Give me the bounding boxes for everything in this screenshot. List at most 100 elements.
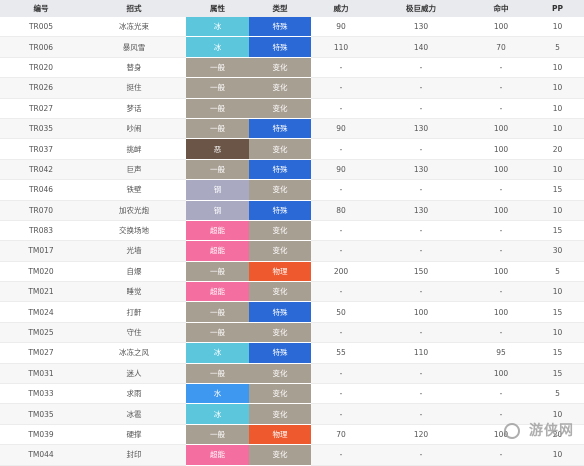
cell-pp: 20: [531, 424, 584, 446]
cell-attribute: 一般: [186, 98, 249, 119]
header-pp[interactable]: PP: [531, 0, 584, 17]
header-code[interactable]: 编号: [0, 0, 82, 17]
header-move[interactable]: 招式: [82, 0, 186, 17]
cell-category: 变化: [249, 444, 311, 466]
watermark: 游侠网: [504, 420, 574, 440]
cell-max-power: 110: [371, 342, 471, 364]
header-accuracy[interactable]: 命中: [471, 0, 531, 17]
table-row: TR070 加农光炮钢特殊 80 130 100 10: [0, 200, 584, 221]
table-row: TR083 交换场地 超能 变化 - - -15: [0, 220, 584, 242]
cell-attribute: 一般: [186, 159, 249, 181]
cell-category: 特殊: [249, 342, 311, 364]
cell-pp: 5: [531, 383, 584, 405]
table-row: TR020 替身 一般 变化 - - -10: [0, 57, 584, 79]
cell-attribute: 水: [186, 383, 249, 405]
cell-move: 替身: [82, 57, 186, 79]
cell-power: 110: [311, 36, 371, 58]
cell-power: -: [311, 77, 371, 99]
cell-category: 变化: [249, 322, 311, 344]
cell-category: 特殊: [249, 159, 311, 181]
cell-power: -: [311, 403, 371, 425]
cell-max-power: 150: [371, 261, 471, 283]
cell-power: -: [311, 363, 371, 385]
cell-code: TR006: [0, 36, 82, 58]
cell-move: 暴风雪: [82, 36, 186, 58]
cell-accuracy: 100: [471, 118, 531, 140]
cell-move: 冰冻光束: [82, 17, 186, 38]
header-attribute[interactable]: 属性: [186, 0, 249, 17]
cell-power: 55: [311, 342, 371, 364]
cell-power: -: [311, 220, 371, 242]
cell-pp: 10: [531, 17, 584, 38]
cell-code: TM020: [0, 261, 82, 283]
watermark-text: 游侠网: [529, 423, 574, 439]
cell-category: 变化: [249, 281, 311, 303]
cell-max-power: 130: [371, 118, 471, 140]
cell-accuracy: -: [471, 444, 531, 466]
cell-max-power: -: [371, 240, 471, 262]
table-row: TR046 铁壁钢变化 - - -15: [0, 179, 584, 201]
cell-code: TM027: [0, 342, 82, 364]
cell-accuracy: -: [471, 77, 531, 99]
cell-max-power: -: [371, 179, 471, 201]
cell-code: TR020: [0, 57, 82, 79]
cell-pp: 5: [531, 36, 584, 58]
cell-accuracy: -: [471, 220, 531, 242]
table-row: TM027 冰冻之风冰特殊 55 110 95 15: [0, 342, 584, 364]
cell-pp: 10: [531, 322, 584, 344]
cell-pp: 15: [531, 220, 584, 242]
cell-max-power: 100: [371, 301, 471, 323]
table-row: TM021 睡觉 超能 变化 - - -10: [0, 281, 584, 303]
cell-max-power: -: [371, 444, 471, 466]
header-max-power[interactable]: 极巨威力: [371, 0, 471, 17]
cell-max-power: -: [371, 281, 471, 303]
header-power[interactable]: 威力: [311, 0, 371, 17]
table-row: TR035 吵闹 一般 特殊 90 130 100 10: [0, 118, 584, 140]
cell-code: TM031: [0, 363, 82, 385]
cell-category: 变化: [249, 220, 311, 242]
cell-move: 打鼾: [82, 301, 186, 323]
cell-power: -: [311, 240, 371, 262]
cell-move: 光墙: [82, 240, 186, 262]
cell-code: TM024: [0, 301, 82, 323]
cell-power: -: [311, 179, 371, 201]
cell-power: -: [311, 281, 371, 303]
cell-move: 挑衅: [82, 138, 186, 160]
cell-attribute: 超能: [186, 444, 249, 466]
cell-power: 200: [311, 261, 371, 283]
cell-accuracy: 100: [471, 138, 531, 160]
cell-max-power: -: [371, 138, 471, 160]
cell-code: TR046: [0, 179, 82, 201]
cell-attribute: 冰: [186, 36, 249, 58]
cell-max-power: -: [371, 98, 471, 119]
cell-code: TR035: [0, 118, 82, 140]
cell-move: 铁壁: [82, 179, 186, 201]
cell-attribute: 冰: [186, 403, 249, 425]
header-category[interactable]: 类型: [249, 0, 311, 17]
cell-code: TM025: [0, 322, 82, 344]
cell-category: 特殊: [249, 200, 311, 221]
cell-accuracy: 100: [471, 200, 531, 221]
table-row: TR005 冰冻光束冰特殊 90 130 100 10: [0, 17, 584, 38]
cell-code: TM039: [0, 424, 82, 446]
table-row: TR027 梦话 一般 变化 - - -10: [0, 98, 584, 119]
cell-pp: 10: [531, 77, 584, 99]
cell-max-power: -: [371, 363, 471, 385]
cell-code: TR026: [0, 77, 82, 99]
cell-power: 70: [311, 424, 371, 446]
cell-category: 特殊: [249, 17, 311, 38]
cell-power: 90: [311, 118, 371, 140]
cell-accuracy: 100: [471, 159, 531, 181]
cell-pp: 15: [531, 342, 584, 364]
cell-category: 变化: [249, 57, 311, 79]
cell-accuracy: 100: [471, 261, 531, 283]
cell-attribute: 冰: [186, 17, 249, 38]
cell-power: -: [311, 444, 371, 466]
table-row: TM035 冰雹冰变化 - - -10: [0, 403, 584, 425]
cell-code: TR070: [0, 200, 82, 221]
cell-attribute: 超能: [186, 240, 249, 262]
cell-accuracy: 100: [471, 301, 531, 323]
cell-attribute: 一般: [186, 322, 249, 344]
cell-code: TR027: [0, 98, 82, 119]
